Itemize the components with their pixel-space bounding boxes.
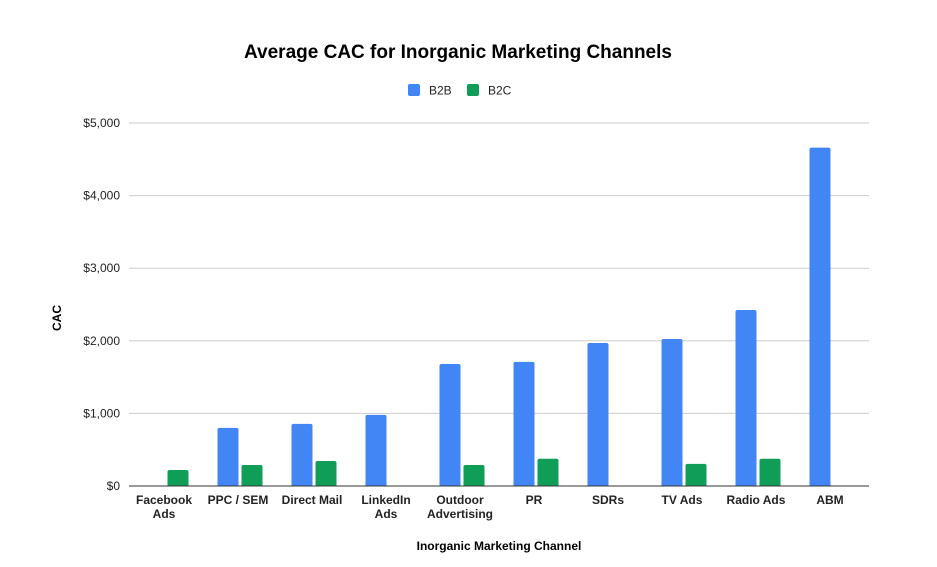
bar-b2c-pr: [538, 459, 559, 486]
y-tick-label: $5,000: [83, 116, 120, 130]
y-axis-label: CAC: [50, 305, 64, 331]
x-tick-label: PR: [526, 493, 543, 507]
bar-b2c-outdoor-advertising: [464, 465, 485, 486]
x-axis-ticks: FacebookAds PPC / SEM Direct Mail LinkedInA…: [136, 493, 844, 521]
chart-title: Average CAC for Inorganic Marketing Chan…: [244, 42, 672, 63]
bar-b2c-tv-ads: [686, 464, 707, 486]
bar-b2c-facebook-ads: [168, 470, 189, 486]
bar-b2b-sdrs: [588, 343, 609, 486]
legend-label-b2b: B2B: [429, 84, 452, 98]
bars: [168, 148, 831, 486]
y-tick-label: $4,000: [83, 189, 120, 203]
x-tick-label: PPC / SEM: [208, 493, 269, 507]
x-tick-label: Direct Mail: [282, 493, 343, 507]
legend-label-b2c: B2C: [488, 84, 512, 98]
y-tick-label: $0: [107, 479, 121, 493]
x-tick-label: TV Ads: [662, 493, 703, 507]
x-tick-label: LinkedInAds: [361, 493, 410, 521]
y-axis-ticks: $0 $1,000 $2,000 $3,000 $4,000 $5,000: [83, 116, 120, 493]
bar-b2c-direct-mail: [316, 461, 337, 486]
bar-b2b-pr: [514, 362, 535, 486]
bar-b2b-direct-mail: [292, 424, 313, 486]
legend: B2B B2C: [408, 84, 512, 98]
bar-b2b-linkedin-ads: [366, 415, 387, 486]
bar-b2b-abm: [810, 148, 831, 486]
bar-b2b-radio-ads: [736, 310, 757, 486]
bar-b2c-ppc-sem: [242, 465, 263, 486]
y-tick-label: $3,000: [83, 261, 120, 275]
x-tick-label: SDRs: [592, 493, 624, 507]
bar-b2b-ppc-sem: [218, 428, 239, 486]
y-tick-label: $1,000: [83, 406, 120, 420]
legend-swatch-b2b: [408, 84, 420, 96]
x-tick-label: OutdoorAdvertising: [427, 493, 493, 521]
gridlines: [129, 123, 869, 413]
y-tick-label: $2,000: [83, 334, 120, 348]
x-tick-label: ABM: [816, 493, 843, 507]
x-tick-label: Radio Ads: [727, 493, 786, 507]
legend-swatch-b2c: [467, 84, 479, 96]
bar-b2b-tv-ads: [662, 339, 683, 486]
x-tick-label: FacebookAds: [136, 493, 192, 521]
bar-b2b-outdoor-advertising: [440, 364, 461, 486]
bar-b2c-radio-ads: [760, 459, 781, 486]
x-axis-label: Inorganic Marketing Channel: [417, 539, 582, 553]
